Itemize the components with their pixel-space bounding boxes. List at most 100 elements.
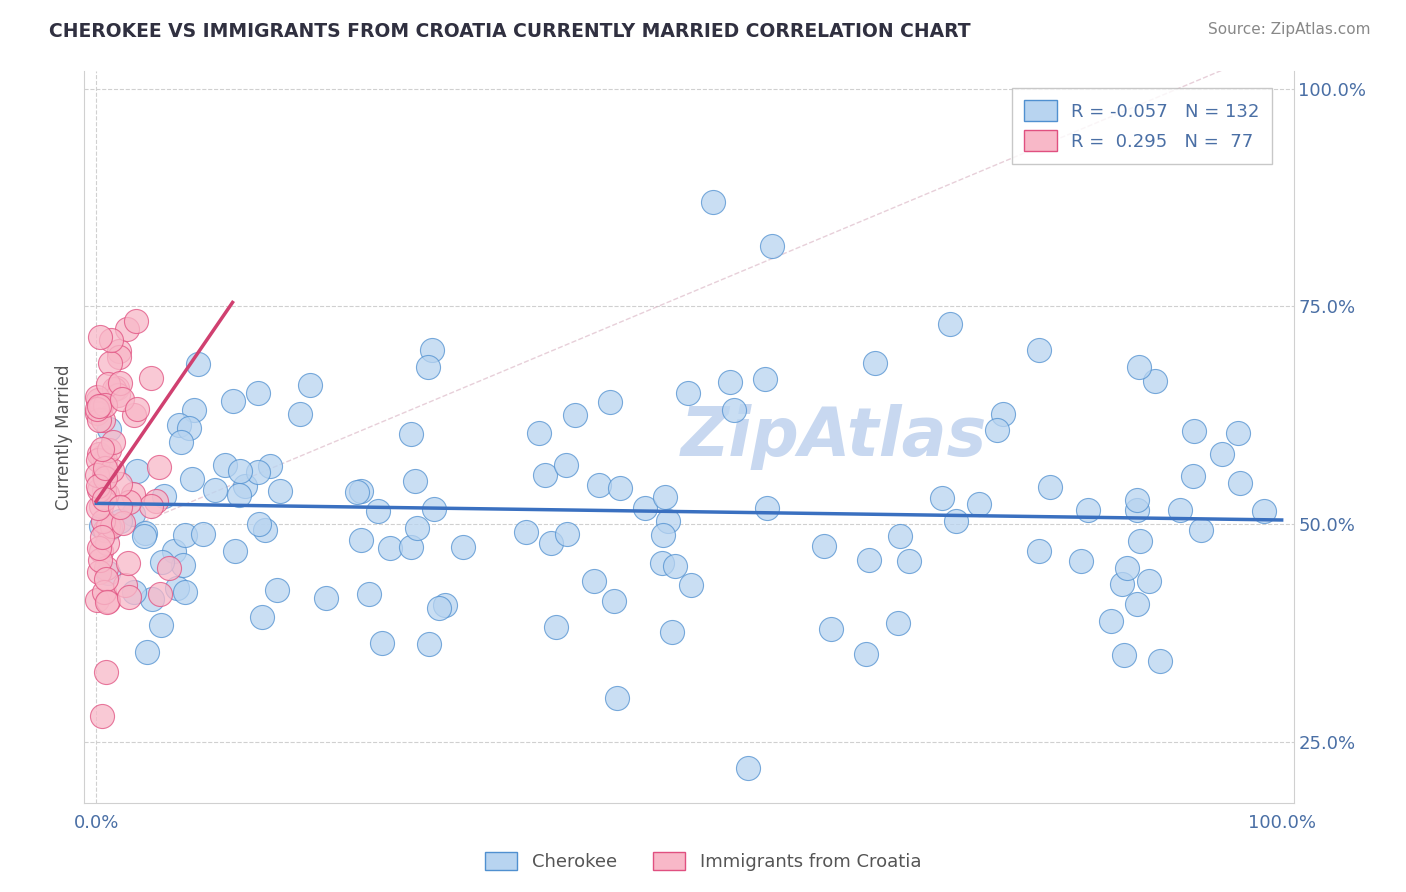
Point bbox=[121, 507, 143, 521]
Point bbox=[101, 518, 124, 533]
Point bbox=[169, 418, 191, 433]
Point bbox=[108, 476, 131, 491]
Point bbox=[991, 408, 1014, 422]
Y-axis label: Currently Married: Currently Married bbox=[55, 364, 73, 510]
Point bbox=[247, 517, 270, 532]
Point bbox=[599, 395, 621, 409]
Point bbox=[204, 483, 226, 498]
Point bbox=[633, 501, 655, 516]
Point bbox=[1143, 374, 1166, 388]
Point bbox=[170, 435, 193, 450]
Point bbox=[149, 587, 172, 601]
Point bbox=[89, 413, 111, 427]
Point bbox=[100, 333, 122, 347]
Point bbox=[718, 375, 741, 389]
Point bbox=[820, 622, 842, 636]
Point bbox=[1112, 648, 1135, 662]
Point bbox=[1128, 360, 1150, 375]
Point bbox=[89, 398, 111, 412]
Point bbox=[723, 403, 745, 417]
Text: ZipAtlas: ZipAtlas bbox=[681, 404, 987, 470]
Point bbox=[451, 540, 474, 554]
Point bbox=[86, 391, 108, 405]
Point bbox=[166, 581, 188, 595]
Point bbox=[139, 371, 162, 385]
Point bbox=[108, 500, 131, 514]
Point bbox=[228, 488, 250, 502]
Point bbox=[148, 460, 170, 475]
Point bbox=[889, 529, 911, 543]
Point bbox=[96, 487, 118, 501]
Point bbox=[87, 483, 110, 498]
Point bbox=[89, 399, 111, 413]
Point bbox=[93, 514, 115, 528]
Point bbox=[136, 645, 159, 659]
Legend: R = -0.057   N = 132, R =  0.295   N =  77: R = -0.057 N = 132, R = 0.295 N = 77 bbox=[1012, 87, 1272, 164]
Point bbox=[86, 402, 108, 417]
Point bbox=[214, 458, 236, 473]
Point bbox=[86, 406, 108, 420]
Point bbox=[555, 527, 578, 541]
Point bbox=[90, 450, 112, 464]
Point bbox=[931, 491, 953, 506]
Point bbox=[89, 541, 111, 555]
Point bbox=[813, 539, 835, 553]
Point bbox=[122, 585, 145, 599]
Point bbox=[986, 423, 1008, 437]
Point bbox=[1229, 476, 1251, 491]
Point bbox=[246, 465, 269, 479]
Point bbox=[651, 556, 673, 570]
Point bbox=[127, 465, 149, 479]
Point bbox=[91, 708, 114, 723]
Point bbox=[117, 556, 139, 570]
Point bbox=[967, 497, 990, 511]
Point bbox=[224, 544, 246, 558]
Point bbox=[661, 624, 683, 639]
Point bbox=[94, 572, 117, 586]
Point bbox=[863, 356, 886, 370]
Point bbox=[87, 478, 110, 492]
Point bbox=[153, 490, 176, 504]
Point bbox=[97, 442, 120, 457]
Point bbox=[108, 350, 131, 364]
Point bbox=[174, 585, 197, 599]
Point bbox=[1191, 523, 1213, 537]
Point bbox=[152, 555, 174, 569]
Point bbox=[259, 458, 281, 473]
Point bbox=[657, 514, 679, 528]
Point bbox=[87, 447, 110, 461]
Point bbox=[266, 583, 288, 598]
Point bbox=[174, 528, 197, 542]
Point bbox=[290, 407, 312, 421]
Point bbox=[754, 372, 776, 386]
Point bbox=[651, 528, 673, 542]
Point bbox=[90, 399, 112, 413]
Point bbox=[1028, 343, 1050, 357]
Point bbox=[564, 409, 586, 423]
Point bbox=[89, 565, 111, 579]
Point bbox=[298, 377, 321, 392]
Point bbox=[108, 514, 131, 528]
Point bbox=[139, 499, 162, 513]
Point bbox=[157, 560, 180, 574]
Point bbox=[380, 541, 402, 555]
Point bbox=[606, 691, 628, 706]
Point bbox=[89, 329, 111, 343]
Point bbox=[1115, 561, 1137, 575]
Point bbox=[346, 485, 368, 500]
Point bbox=[1028, 544, 1050, 558]
Point bbox=[145, 494, 167, 508]
Point bbox=[98, 521, 121, 535]
Point bbox=[90, 544, 112, 558]
Point bbox=[544, 620, 567, 634]
Point bbox=[583, 574, 606, 589]
Point bbox=[427, 601, 450, 615]
Point bbox=[118, 591, 141, 605]
Point bbox=[555, 458, 578, 473]
Point bbox=[94, 665, 117, 680]
Point bbox=[1126, 493, 1149, 508]
Point bbox=[103, 382, 125, 396]
Point bbox=[118, 495, 141, 509]
Point bbox=[121, 487, 143, 501]
Point bbox=[250, 610, 273, 624]
